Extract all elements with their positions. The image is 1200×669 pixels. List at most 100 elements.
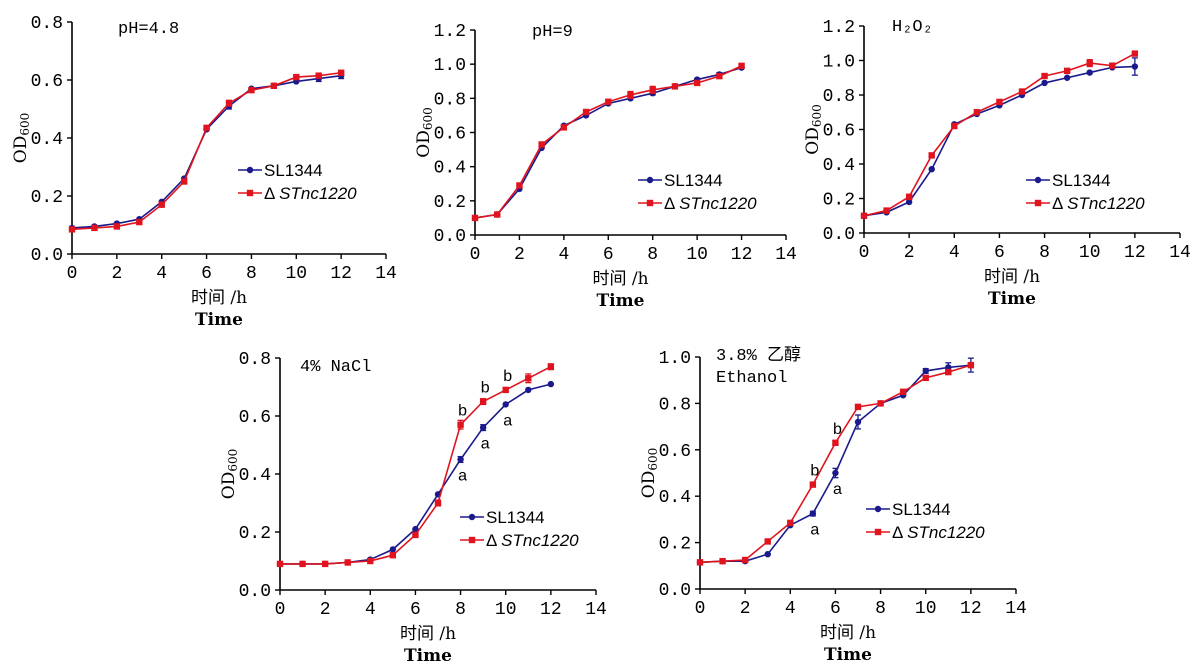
legend: SL1344 Δ STnc1220	[460, 508, 579, 550]
data-point	[738, 62, 745, 70]
data-point	[832, 439, 839, 447]
x-tick-label: 4	[365, 600, 376, 620]
legend-marker-sl1344	[468, 513, 476, 521]
x-tick-label: 10	[495, 600, 517, 620]
x-tick-label: 12	[330, 264, 352, 284]
y-tick-label: 0.2	[239, 524, 271, 544]
data-point	[1018, 88, 1026, 95]
x-tick-label: 0	[859, 243, 870, 263]
legend-label-mutant: Δ STnc1220	[664, 194, 757, 213]
x-tick-label: 6	[201, 264, 212, 284]
y-tick-label: 1.2	[434, 22, 466, 42]
series-line	[71, 71, 342, 231]
series-mutant	[276, 363, 555, 568]
x-axis-label: 时间 /h	[984, 267, 1040, 287]
data-point	[951, 122, 958, 130]
significance-letter: b	[458, 403, 467, 420]
x-tick-label: 12	[540, 600, 562, 620]
data-point	[693, 79, 701, 87]
x-tick-label: 0	[470, 245, 481, 265]
data-point	[1131, 63, 1139, 70]
data-point	[479, 398, 487, 405]
significance-letter: a	[810, 522, 819, 539]
data-point	[516, 182, 523, 189]
legend-label-sl1344: SL1344	[264, 161, 323, 180]
data-point	[337, 69, 345, 76]
legend-marker-mutant	[874, 528, 882, 536]
data-point	[158, 201, 165, 208]
y-tick-label: 1.0	[434, 56, 466, 76]
data-point	[1086, 59, 1093, 67]
data-point	[605, 98, 612, 105]
data-point	[973, 109, 981, 116]
legend-label-sl1344: SL1344	[664, 171, 723, 190]
data-point	[922, 374, 929, 382]
data-point	[547, 380, 555, 388]
data-point	[293, 73, 300, 81]
legend-marker-mutant	[468, 536, 476, 544]
y-tick-label: 0.4	[823, 156, 855, 176]
y-tick-label: 0.2	[659, 535, 691, 555]
y-tick-label: 0.6	[31, 72, 63, 92]
y-tick-label: 0.8	[823, 87, 855, 107]
x-tick-label: 8	[875, 599, 886, 619]
y-tick-label: 1.2	[823, 18, 855, 38]
x-tick-label: 2	[111, 264, 122, 284]
data-point	[525, 386, 532, 394]
x-tick-label: 0	[67, 264, 78, 284]
y-tick-label: 0.0	[434, 227, 466, 247]
x-tick-label: 6	[603, 245, 614, 265]
x-tick-label: 14	[1169, 243, 1191, 263]
data-point	[525, 375, 532, 382]
series-sl1344	[68, 72, 345, 232]
legend-label-sl1344: SL1344	[486, 508, 545, 527]
x-tick-label: 12	[731, 245, 753, 265]
data-point	[905, 198, 913, 206]
data-point	[883, 207, 890, 214]
data-point	[136, 218, 143, 226]
y-tick-label: 0.6	[239, 408, 271, 428]
data-point	[854, 403, 862, 411]
legend-label-mutant: Δ STnc1220	[264, 184, 357, 203]
data-point	[787, 519, 794, 527]
y-tick-label: 0.2	[434, 193, 466, 213]
legend: SL1344 Δ STnc1220	[1026, 171, 1145, 213]
condition-label-en: Ethanol	[716, 369, 787, 388]
y-tick-label: 0.6	[434, 125, 466, 145]
x-tick-label: 4	[558, 245, 569, 265]
series-line	[863, 52, 1136, 217]
x-axis-label-en: Time	[195, 310, 243, 330]
data-point	[494, 211, 501, 218]
y-axis-label: OD600	[803, 104, 824, 154]
data-point	[1086, 69, 1093, 76]
y-tick-label: 0.6	[823, 122, 855, 142]
data-point	[719, 557, 726, 565]
series-mutant	[68, 69, 345, 233]
condition-label: H₂O₂	[892, 18, 933, 37]
data-point	[899, 388, 907, 395]
data-point	[860, 212, 868, 219]
data-point	[367, 557, 374, 565]
x-axis-label: 时间 /h	[592, 269, 648, 289]
y-axis-label: OD600	[414, 107, 435, 157]
x-tick-label: 8	[455, 600, 466, 620]
data-point	[1041, 79, 1048, 87]
data-point	[457, 421, 464, 428]
legend-marker-mutant	[646, 199, 654, 207]
data-point	[180, 178, 188, 185]
chart-2: 0 2 4 6 8 10 12 14 0.0 0.2 0.4 0.6 0.8 1.0 1.2 时间 /hTim…	[414, 22, 797, 311]
data-point	[967, 361, 975, 369]
x-axis-label-en: Time	[404, 646, 452, 666]
significance-letter: a	[458, 468, 467, 485]
x-axis-label: 时间 /h	[400, 624, 456, 644]
y-tick-label: 0.0	[239, 582, 271, 602]
y-tick-label: 0.2	[823, 191, 855, 211]
x-tick-label: 10	[686, 245, 708, 265]
data-point	[203, 124, 210, 132]
data-point	[627, 91, 634, 99]
y-axis-label: OD600	[639, 448, 660, 498]
data-point	[276, 560, 284, 568]
significance-letter: a	[481, 436, 490, 453]
